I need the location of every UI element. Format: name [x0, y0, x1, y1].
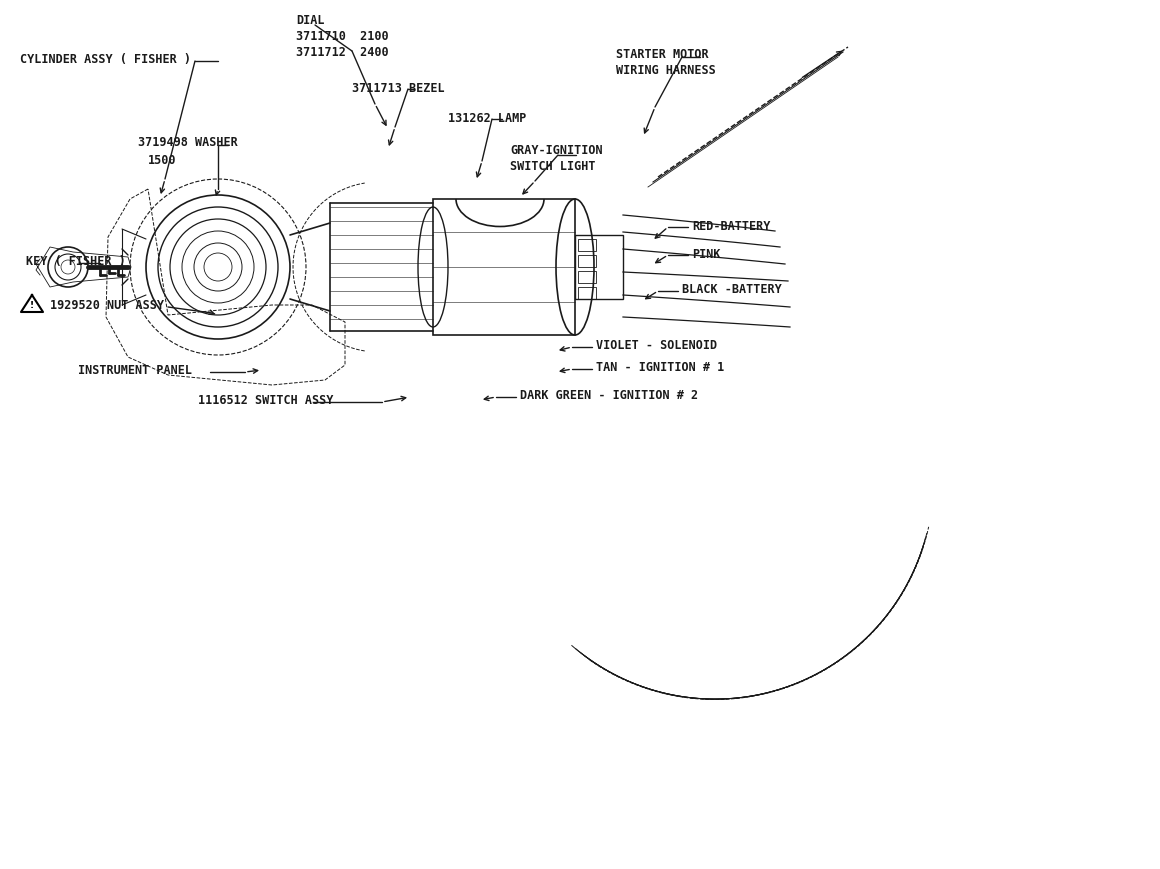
Text: SWITCH LIGHT: SWITCH LIGHT: [510, 159, 595, 172]
Text: TAN - IGNITION # 1: TAN - IGNITION # 1: [596, 362, 724, 374]
Text: DIAL: DIAL: [296, 14, 325, 26]
Text: PINK: PINK: [693, 247, 720, 260]
Bar: [578, 240, 596, 252]
Text: STARTER MOTOR: STARTER MOTOR: [616, 48, 709, 61]
Text: CYLINDER ASSY ( FISHER ): CYLINDER ASSY ( FISHER ): [20, 53, 191, 66]
Text: DARK GREEN - IGNITION # 2: DARK GREEN - IGNITION # 2: [520, 389, 698, 402]
Text: !: !: [30, 302, 34, 310]
Text: 3711713 BEZEL: 3711713 BEZEL: [351, 82, 444, 95]
Text: 1929520 NUT ASSY: 1929520 NUT ASSY: [50, 299, 164, 312]
Text: RED-BATTERY: RED-BATTERY: [693, 219, 770, 232]
Bar: [578, 288, 596, 300]
Text: WIRING HARNESS: WIRING HARNESS: [616, 63, 716, 76]
Text: 3711712  2400: 3711712 2400: [296, 45, 389, 58]
Text: BLACK -BATTERY: BLACK -BATTERY: [682, 283, 782, 296]
Text: 1116512 SWITCH ASSY: 1116512 SWITCH ASSY: [198, 394, 333, 407]
Text: GRAY-IGNITION: GRAY-IGNITION: [510, 143, 603, 156]
Text: INSTRUMENT PANEL: INSTRUMENT PANEL: [78, 364, 193, 377]
Bar: [578, 272, 596, 283]
Text: 3711710  2100: 3711710 2100: [296, 30, 389, 43]
Bar: [575, 235, 623, 300]
Text: 131262 LAMP: 131262 LAMP: [448, 111, 527, 124]
Bar: [578, 255, 596, 268]
Text: 1500: 1500: [148, 153, 176, 166]
Text: KEY ( FISHER ): KEY ( FISHER ): [26, 255, 125, 269]
Text: 3719498 WASHER: 3719498 WASHER: [138, 136, 238, 149]
Text: VIOLET - SOLENOID: VIOLET - SOLENOID: [596, 339, 717, 352]
Bar: [433, 200, 575, 335]
